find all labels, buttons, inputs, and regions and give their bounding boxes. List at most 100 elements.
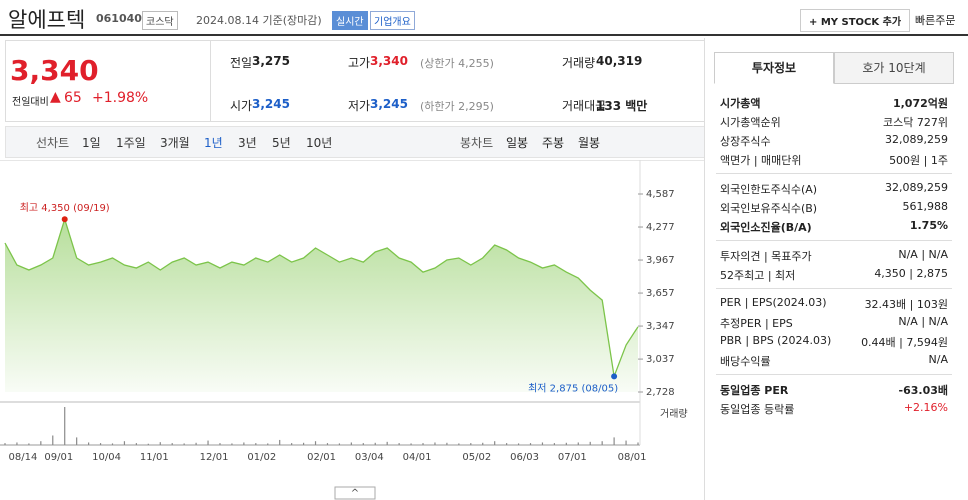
low-marker xyxy=(611,373,618,380)
volume-bar xyxy=(446,442,448,445)
volume-bar xyxy=(314,441,317,445)
change-label: 전일대비 xyxy=(12,97,49,108)
low-label: 최저 2,875 (08/05) xyxy=(528,382,618,394)
quote-label: 저가 xyxy=(348,99,371,113)
volume-bar xyxy=(577,442,579,445)
volume-bar xyxy=(326,443,329,445)
volume-bar xyxy=(482,442,484,445)
volume-bar xyxy=(123,441,126,445)
price: 3,340 xyxy=(10,54,99,87)
x-tick-label: 02/01 xyxy=(307,452,336,463)
info-divider xyxy=(716,240,952,241)
x-tick-label: 08/01 xyxy=(618,452,647,463)
volume-bar xyxy=(40,441,42,445)
info-label: 시가총액순위 xyxy=(720,116,781,129)
volume-bar xyxy=(231,443,233,445)
my-stock-button[interactable]: + MY STOCK 추가 xyxy=(800,9,911,32)
info-row: 배당수익률 N/A xyxy=(720,353,948,369)
info-row: 투자의견 | 목표주가 N/A | N/A xyxy=(720,248,948,264)
candle-tab[interactable]: 일봉 xyxy=(506,136,529,150)
volume-bar xyxy=(529,443,532,445)
volume-bar xyxy=(338,443,341,445)
period-tab[interactable]: 1일 xyxy=(82,136,101,150)
volume-bar xyxy=(541,442,544,445)
up-arrow: ▲ xyxy=(50,89,61,105)
period-tab[interactable]: 1주일 xyxy=(116,136,146,150)
info-label: 액면가 | 매매단위 xyxy=(720,154,802,167)
volume-bar xyxy=(207,440,209,445)
info-divider xyxy=(716,173,952,174)
volume-bar xyxy=(601,441,603,445)
change-pct: +1.98% xyxy=(92,90,149,106)
quote-value: 40,319 xyxy=(596,54,643,68)
info-tab[interactable]: 호가 10단계 xyxy=(834,52,954,84)
info-value: N/A | N/A xyxy=(898,248,948,261)
volume-bar xyxy=(52,435,54,445)
volume-bar xyxy=(195,442,197,445)
line-chart-label: 선차트 xyxy=(36,136,70,150)
quote-value: 3,275 xyxy=(252,54,290,68)
collapse-icon: ^ xyxy=(351,488,359,499)
volume-bar xyxy=(88,442,90,445)
info-row: 52주최고 | 최저 4,350 | 2,875 xyxy=(720,267,948,283)
y-tick-label: 3,967 xyxy=(646,255,675,266)
volume-bar xyxy=(637,442,639,445)
info-row: 동일업종 등락률 +2.16% xyxy=(720,401,948,417)
volume-bar xyxy=(255,443,257,445)
y-tick-label: 3,657 xyxy=(646,288,675,299)
market-badge: 코스닥 xyxy=(142,11,178,30)
info-label: 외국인소진율(B/A) xyxy=(720,221,812,234)
volume-bar xyxy=(302,442,305,445)
info-label: 외국인보유주식수(B) xyxy=(720,202,818,215)
high-marker xyxy=(61,216,68,223)
info-label: 상장주식수 xyxy=(720,135,771,148)
period-tab[interactable]: 1년 xyxy=(204,136,223,150)
volume-bar xyxy=(625,440,627,445)
info-row: 시가총액 1,072억원 xyxy=(720,95,948,111)
info-value: 500원 | 1주 xyxy=(889,154,948,167)
info-label: 외국인한도주식수(A) xyxy=(720,183,818,196)
candle-tab[interactable]: 주봉 xyxy=(542,136,565,150)
volume-bar xyxy=(410,443,412,445)
volume-bar xyxy=(267,443,269,445)
x-tick-label: 10/04 xyxy=(92,452,121,463)
period-tab[interactable]: 10년 xyxy=(306,136,333,150)
volume-bar xyxy=(506,443,508,445)
volume-bar xyxy=(4,443,6,445)
info-divider xyxy=(716,288,952,289)
y-tick-label: 4,587 xyxy=(646,189,675,200)
volume-label: 거래량 xyxy=(660,408,688,420)
volume-bar xyxy=(350,442,352,445)
volume-bar xyxy=(76,437,78,445)
quote-label: 거래대금 xyxy=(562,99,607,113)
volume-bar xyxy=(565,442,567,445)
quote-note: (상한가 4,255) xyxy=(420,57,494,70)
date: 2024.08.14 기준(장마감) xyxy=(196,14,322,27)
volume-bar xyxy=(374,442,376,445)
info-row: 상장주식수 32,089,259 xyxy=(720,133,948,149)
info-label: 추정PER | EPS xyxy=(720,317,793,330)
quote-label: 고가 xyxy=(348,56,371,70)
volume-bar xyxy=(171,443,173,445)
info-tab[interactable]: 투자정보 xyxy=(714,52,834,84)
volume-bar xyxy=(64,407,66,445)
realtime-badge[interactable]: 실시간 xyxy=(332,11,368,30)
chart: 4,587 4,277 3,967 3,657 3,347 3,037 2,728 최고 4,… xyxy=(0,160,704,500)
collapse-button[interactable] xyxy=(334,486,376,500)
period-tab[interactable]: 3년 xyxy=(238,136,257,150)
y-tick-label: 3,347 xyxy=(646,321,675,332)
volume-bar xyxy=(470,443,472,445)
volume-bar xyxy=(291,443,293,445)
x-tick-label: 08/14 xyxy=(9,452,38,463)
volume-bar xyxy=(219,443,221,445)
candle-chart-label: 봉차트 xyxy=(460,136,494,150)
volume-bar xyxy=(99,443,102,445)
volume-bar xyxy=(422,443,424,445)
quick-order[interactable]: 빠른주문 xyxy=(915,14,956,27)
period-tab[interactable]: 3개월 xyxy=(160,136,190,150)
y-tick-label: 2,728 xyxy=(646,387,675,398)
company-info[interactable]: 기업개요 xyxy=(370,11,415,30)
period-tab[interactable]: 5년 xyxy=(272,136,291,150)
price-line xyxy=(4,216,639,379)
candle-tab[interactable]: 월봉 xyxy=(578,136,601,150)
